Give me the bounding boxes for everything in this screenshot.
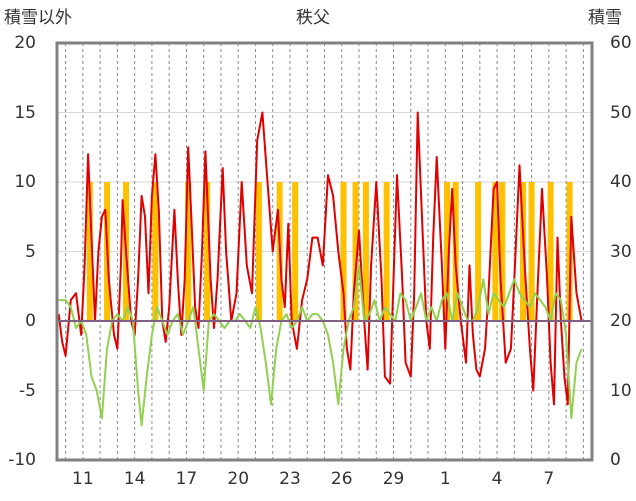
right-tick-label: 40 [610, 172, 632, 192]
x-tick-label: 11 [72, 469, 94, 489]
left-axis-label: 積雪以外 [4, 8, 72, 28]
snow-bar [383, 182, 390, 321]
x-tick-label: 14 [123, 469, 146, 489]
left-tick-label: 0 [25, 311, 36, 331]
snow-bars [86, 182, 573, 321]
snow-bar [444, 182, 451, 321]
snow-bar [86, 182, 93, 321]
snow-bar [340, 182, 347, 321]
snow-bar [152, 182, 159, 321]
x-tick-label: 29 [382, 469, 405, 489]
series-lines [57, 111, 583, 427]
right-tick-label: 0 [610, 450, 621, 470]
red-series-line [57, 111, 583, 406]
snow-bar [528, 182, 535, 321]
snow-bar [499, 182, 506, 321]
snow-bar [185, 182, 192, 321]
snow-bar [566, 182, 573, 321]
right-tick-label: 60 [610, 33, 632, 53]
chart-title: 秩父 [296, 8, 330, 28]
x-tick-label: 17 [175, 469, 198, 489]
x-tick-label: 26 [330, 469, 353, 489]
green-series-line [58, 264, 583, 427]
snow-bar [519, 182, 526, 321]
plot-frame [55, 41, 594, 462]
right-tick-label: 10 [610, 380, 632, 401]
left-tick-label: 10 [14, 172, 36, 192]
left-tick-label: -10 [8, 450, 36, 470]
left-tick-label: 5 [25, 241, 36, 262]
right-axis-label: 積雪 [588, 8, 622, 28]
x-tick-label: 7 [543, 469, 555, 489]
right-tick-label: 50 [610, 102, 632, 123]
snow-bar [204, 182, 211, 321]
x-tick-label: 4 [491, 469, 503, 489]
snow-bar [255, 182, 262, 321]
snow-bar [292, 182, 299, 321]
frame-border [55, 41, 594, 462]
left-tick-label: -5 [19, 380, 36, 401]
snow-bar [492, 182, 499, 321]
snow-bar [362, 182, 369, 321]
x-tick-label: 23 [279, 469, 301, 489]
x-tick-label: 20 [227, 469, 250, 489]
snow-bar [547, 182, 554, 321]
x-tick-label: 1 [439, 469, 451, 489]
left-tick-label: 20 [14, 33, 36, 53]
right-tick-label: 30 [610, 241, 632, 262]
snow-bar [352, 182, 359, 321]
snow-bar [475, 182, 482, 321]
right-tick-label: 20 [610, 311, 632, 331]
left-tick-label: 15 [14, 102, 36, 123]
